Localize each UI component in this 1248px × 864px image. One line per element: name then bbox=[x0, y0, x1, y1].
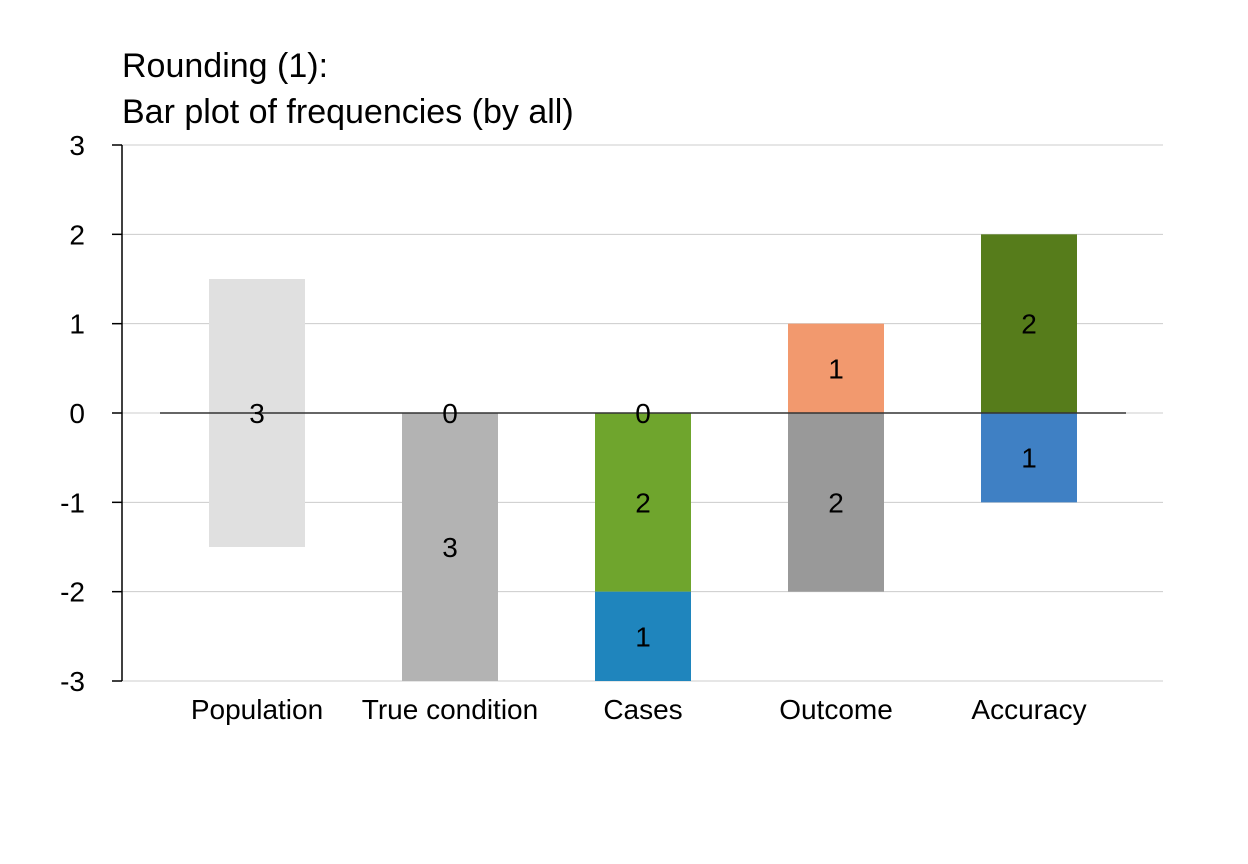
y-tick-label: 0 bbox=[69, 398, 85, 429]
data-label: 0 bbox=[442, 398, 458, 429]
category-label: Accuracy bbox=[971, 694, 1086, 725]
data-label: 2 bbox=[635, 487, 651, 518]
data-label: 1 bbox=[635, 621, 651, 652]
data-label: 2 bbox=[828, 487, 844, 518]
data-labels: 3 0 3 0 2 1 1 2 2 1 bbox=[249, 309, 1037, 653]
bar-segment bbox=[595, 591, 691, 681]
title-line-2: Bar plot of frequencies (by all) bbox=[122, 93, 574, 131]
bar-segment bbox=[595, 413, 691, 592]
category-label: True condition bbox=[362, 694, 538, 725]
y-axis: 3 2 1 0 -1 -2 -3 bbox=[60, 130, 123, 697]
bar-segment bbox=[788, 323, 884, 413]
category-label: Population bbox=[191, 694, 323, 725]
bars bbox=[209, 234, 1077, 681]
data-label: 3 bbox=[249, 398, 265, 429]
y-tick-label: 3 bbox=[69, 130, 85, 161]
data-label: 1 bbox=[828, 353, 844, 384]
data-label: 3 bbox=[442, 532, 458, 563]
title-line-1: Rounding (1): bbox=[122, 47, 328, 85]
bar-segment bbox=[981, 413, 1077, 503]
y-tick-label: 1 bbox=[69, 309, 85, 340]
data-label: 0 bbox=[635, 398, 651, 429]
y-tick-label: 2 bbox=[69, 219, 85, 250]
bar-segment bbox=[981, 234, 1077, 413]
y-tick-label: -1 bbox=[60, 487, 85, 518]
bar-segment bbox=[402, 413, 498, 681]
category-label: Outcome bbox=[779, 694, 893, 725]
bar-segment bbox=[788, 413, 884, 592]
data-label: 2 bbox=[1021, 309, 1037, 340]
y-tick-label: -3 bbox=[60, 666, 85, 697]
chart-title: Rounding (1): Bar plot of frequencies (b… bbox=[122, 47, 574, 131]
x-axis-labels: Population True condition Cases Outcome Accu… bbox=[191, 694, 1087, 725]
category-label: Cases bbox=[603, 694, 682, 725]
data-label: 1 bbox=[1021, 443, 1037, 474]
y-tick-label: -2 bbox=[60, 577, 85, 608]
